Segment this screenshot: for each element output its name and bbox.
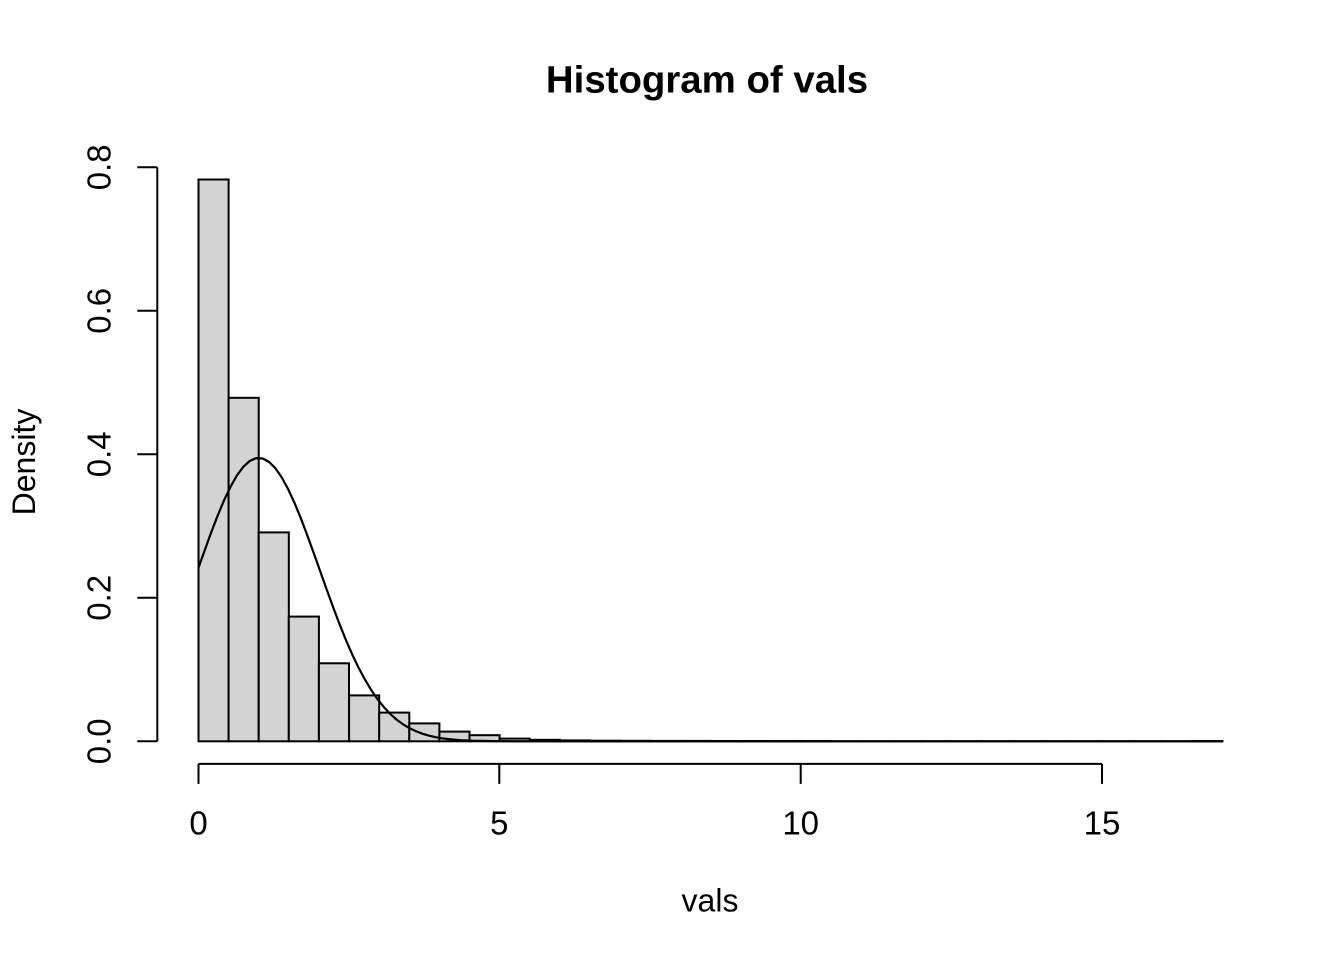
svg-text:10: 10 <box>782 805 819 842</box>
svg-text:0: 0 <box>189 805 207 842</box>
svg-text:Density: Density <box>6 409 42 516</box>
svg-text:0.4: 0.4 <box>81 431 118 477</box>
svg-text:0.2: 0.2 <box>81 575 118 621</box>
svg-text:0.8: 0.8 <box>81 144 118 190</box>
svg-text:15: 15 <box>1084 805 1121 842</box>
svg-text:Histogram of vals: Histogram of vals <box>546 59 868 102</box>
svg-text:0.6: 0.6 <box>81 288 118 334</box>
svg-text:0.0: 0.0 <box>81 718 118 764</box>
svg-text:5: 5 <box>490 805 508 842</box>
svg-text:vals: vals <box>682 883 739 919</box>
